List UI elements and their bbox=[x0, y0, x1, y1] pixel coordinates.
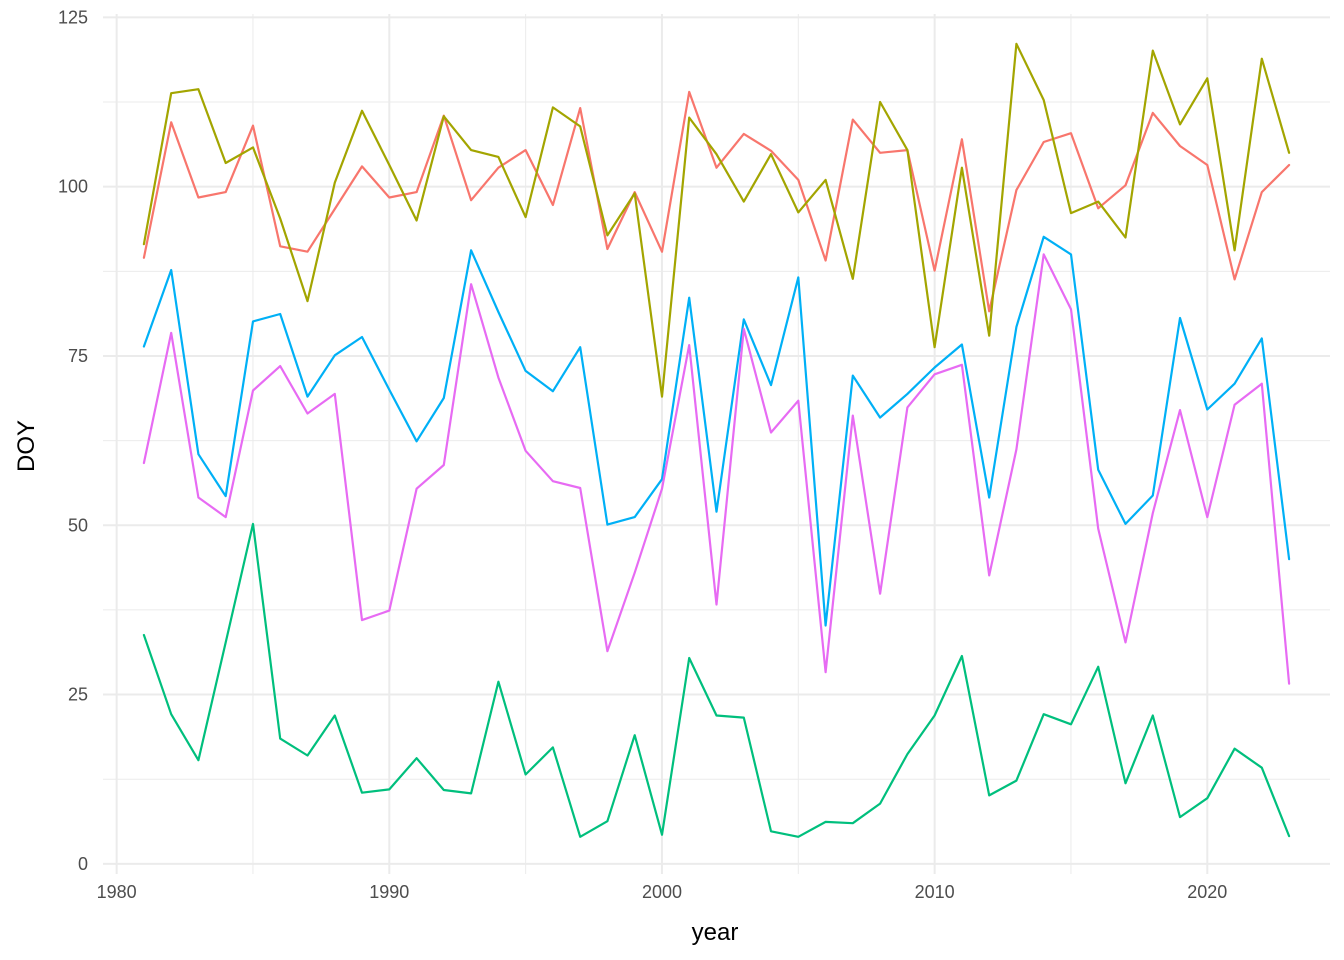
x-tick-label: 2000 bbox=[642, 882, 682, 902]
y-tick-label: 50 bbox=[68, 515, 88, 535]
x-tick-label: 2010 bbox=[915, 882, 955, 902]
series-line-1 bbox=[142, 90, 1291, 313]
y-tick-label: 75 bbox=[68, 346, 88, 366]
y-tick-label: 100 bbox=[58, 177, 88, 197]
x-axis-ticks: 1980 1990 2000 2010 2020 bbox=[97, 882, 1228, 902]
y-axis-ticks: 0 25 50 75 100 125 bbox=[58, 7, 88, 873]
series-lines bbox=[142, 42, 1291, 838]
x-axis-title: year bbox=[692, 919, 739, 946]
gridlines bbox=[103, 14, 1330, 874]
y-axis-title: DOY bbox=[13, 420, 40, 472]
series-line-3 bbox=[142, 522, 1291, 838]
x-tick-label: 1980 bbox=[97, 882, 137, 902]
series-line-2 bbox=[142, 42, 1291, 398]
x-tick-label: 2020 bbox=[1187, 882, 1227, 902]
series-line-5 bbox=[142, 253, 1291, 685]
series-line-4 bbox=[142, 235, 1291, 627]
y-tick-label: 125 bbox=[58, 7, 88, 27]
x-tick-label: 1990 bbox=[369, 882, 409, 902]
y-tick-label: 25 bbox=[68, 685, 88, 705]
y-tick-label: 0 bbox=[78, 854, 88, 874]
